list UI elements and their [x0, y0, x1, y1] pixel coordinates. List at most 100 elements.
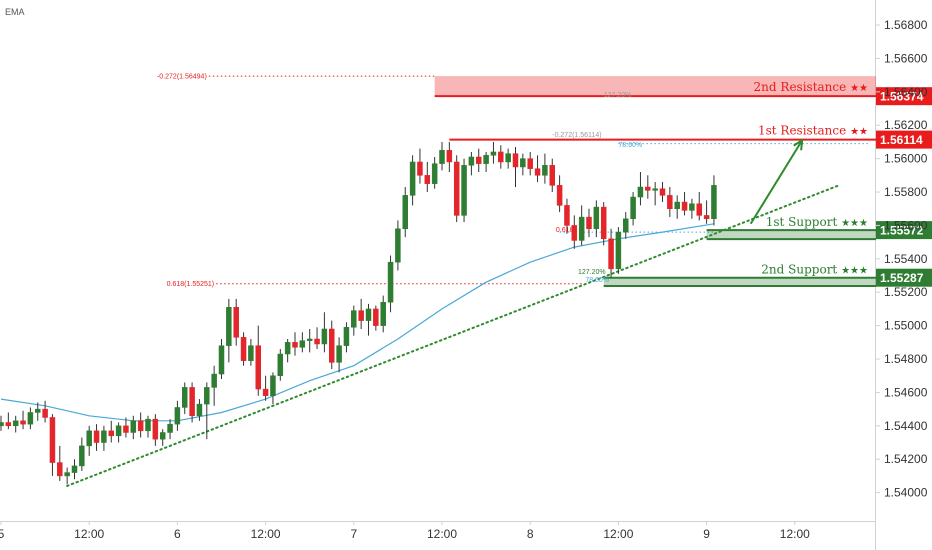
projection-arrow-head [793, 138, 804, 151]
candle-bullish [86, 430, 92, 447]
candle-bullish [431, 163, 438, 184]
x-tick-label: 7 [350, 527, 357, 541]
candle-bullish [79, 445, 85, 467]
candle-bullish [226, 307, 232, 346]
y-tick-label: 1.55800 [884, 185, 928, 199]
candle-bullish [145, 418, 151, 432]
zone-band-support [706, 230, 876, 240]
candle-bullish [71, 465, 78, 473]
candle-bullish [711, 185, 717, 220]
candle-bullish [578, 216, 585, 241]
price-axis[interactable]: 1.56800 1.56600 1.56400 1.56200 1.56000 1.558… [876, 18, 928, 500]
candle-bearish [667, 195, 673, 209]
y-tick-label: 1.55200 [884, 285, 928, 299]
candle-bullish [343, 327, 350, 346]
price-tag-label: 1.55572 [880, 224, 924, 238]
zone-name: 1st Resistance [758, 124, 846, 138]
candle-bullish [387, 261, 394, 303]
candle-bearish [453, 161, 460, 216]
candle-bullish [299, 340, 306, 348]
y-tick-label: 1.55000 [884, 319, 928, 333]
candle-bearish [20, 420, 26, 425]
candle-bearish [233, 307, 239, 338]
projection-arrow-layer [749, 138, 804, 225]
zone-name: 2nd Support [761, 263, 837, 277]
candle-bearish [292, 342, 298, 348]
candle-bullish [0, 422, 4, 427]
y-tick-label: 1.55600 [884, 218, 928, 232]
y-tick-label: 1.54400 [884, 419, 928, 433]
candle-bearish [476, 156, 482, 164]
candle-bearish [571, 225, 578, 241]
candle-bullish [248, 345, 254, 361]
candle-bearish [512, 153, 519, 168]
fib-percent-label: 78.60% [618, 142, 642, 149]
x-tick-label: 8 [527, 527, 534, 541]
candle-bearish [42, 408, 48, 418]
price-tag [876, 87, 932, 106]
y-tick-label: 1.56000 [884, 152, 928, 166]
fib-percent-label: -0.272(1.56114) [552, 132, 601, 139]
candle-bearish [446, 150, 453, 163]
candle-bullish [505, 153, 511, 163]
candle-bearish [358, 310, 364, 321]
candle-bullish [130, 420, 137, 433]
fib-level-label: -0.272(1.56494) [157, 74, 207, 81]
candle-bearish [240, 337, 247, 361]
candle-bearish [703, 215, 710, 220]
fib-percent-label: 78.60% [585, 277, 609, 284]
zone-stars: ★★★ [841, 218, 868, 229]
trendline-layer [66, 184, 840, 487]
candle-bearish [498, 151, 504, 163]
candle-bearish [586, 216, 592, 230]
candle-bullish [321, 328, 328, 345]
x-tick-label: 12:00 [780, 527, 810, 541]
candle-bullish [167, 423, 173, 433]
candle-bearish [564, 205, 570, 226]
sr-zones-layer [434, 76, 876, 288]
candle-bullish [483, 155, 489, 164]
x-tick-label: 5 [0, 527, 5, 541]
candle-bearish [417, 161, 423, 176]
candle-bearish [600, 206, 607, 240]
candle-bullish [689, 203, 695, 211]
candle-bullish [637, 186, 644, 198]
time-axis[interactable]: 5 12:00 6 12:00 7 12:00 8 12:00 9 12:00 [0, 521, 810, 541]
candle-bullish [27, 412, 34, 425]
candle-bearish [57, 462, 63, 477]
zone-label: 2nd Support ★★★ [761, 263, 868, 277]
y-tick-label: 1.54600 [884, 385, 928, 399]
candle-bearish [152, 418, 159, 440]
candle-bullish [284, 342, 291, 355]
candle-bullish [270, 375, 276, 397]
candle-bullish [174, 407, 181, 425]
candle-bullish [351, 310, 357, 328]
candle-bearish [5, 422, 12, 427]
candle-bullish [211, 373, 217, 388]
candle-bullish [101, 430, 107, 443]
zone-label: 1st Resistance ★★ [758, 124, 868, 138]
candle-bullish [615, 231, 622, 270]
candle-bullish [277, 353, 284, 376]
y-tick-label: 1.54000 [884, 486, 928, 500]
price-tag-label: 1.56114 [880, 133, 923, 147]
candle-bullish [395, 228, 401, 263]
x-tick-label: 6 [174, 527, 181, 541]
candle-bullish [652, 188, 658, 191]
candle-bullish [196, 403, 203, 417]
candle-bearish [659, 188, 666, 196]
candle-bullish [409, 161, 416, 196]
support-trendline [66, 184, 840, 487]
candle-bearish [608, 238, 614, 270]
candle-bullish [306, 338, 313, 341]
candle-bullish [402, 195, 408, 230]
y-tick-label: 1.54200 [884, 452, 928, 466]
zone-name: 2nd Resistance [754, 80, 847, 94]
candle-bearish [534, 168, 541, 176]
candle-bullish [35, 408, 41, 413]
zone-band-resistance [434, 76, 876, 97]
candle-bearish [549, 165, 555, 186]
y-tick-label: 1.56400 [884, 85, 928, 99]
candle-bullish [490, 151, 497, 156]
